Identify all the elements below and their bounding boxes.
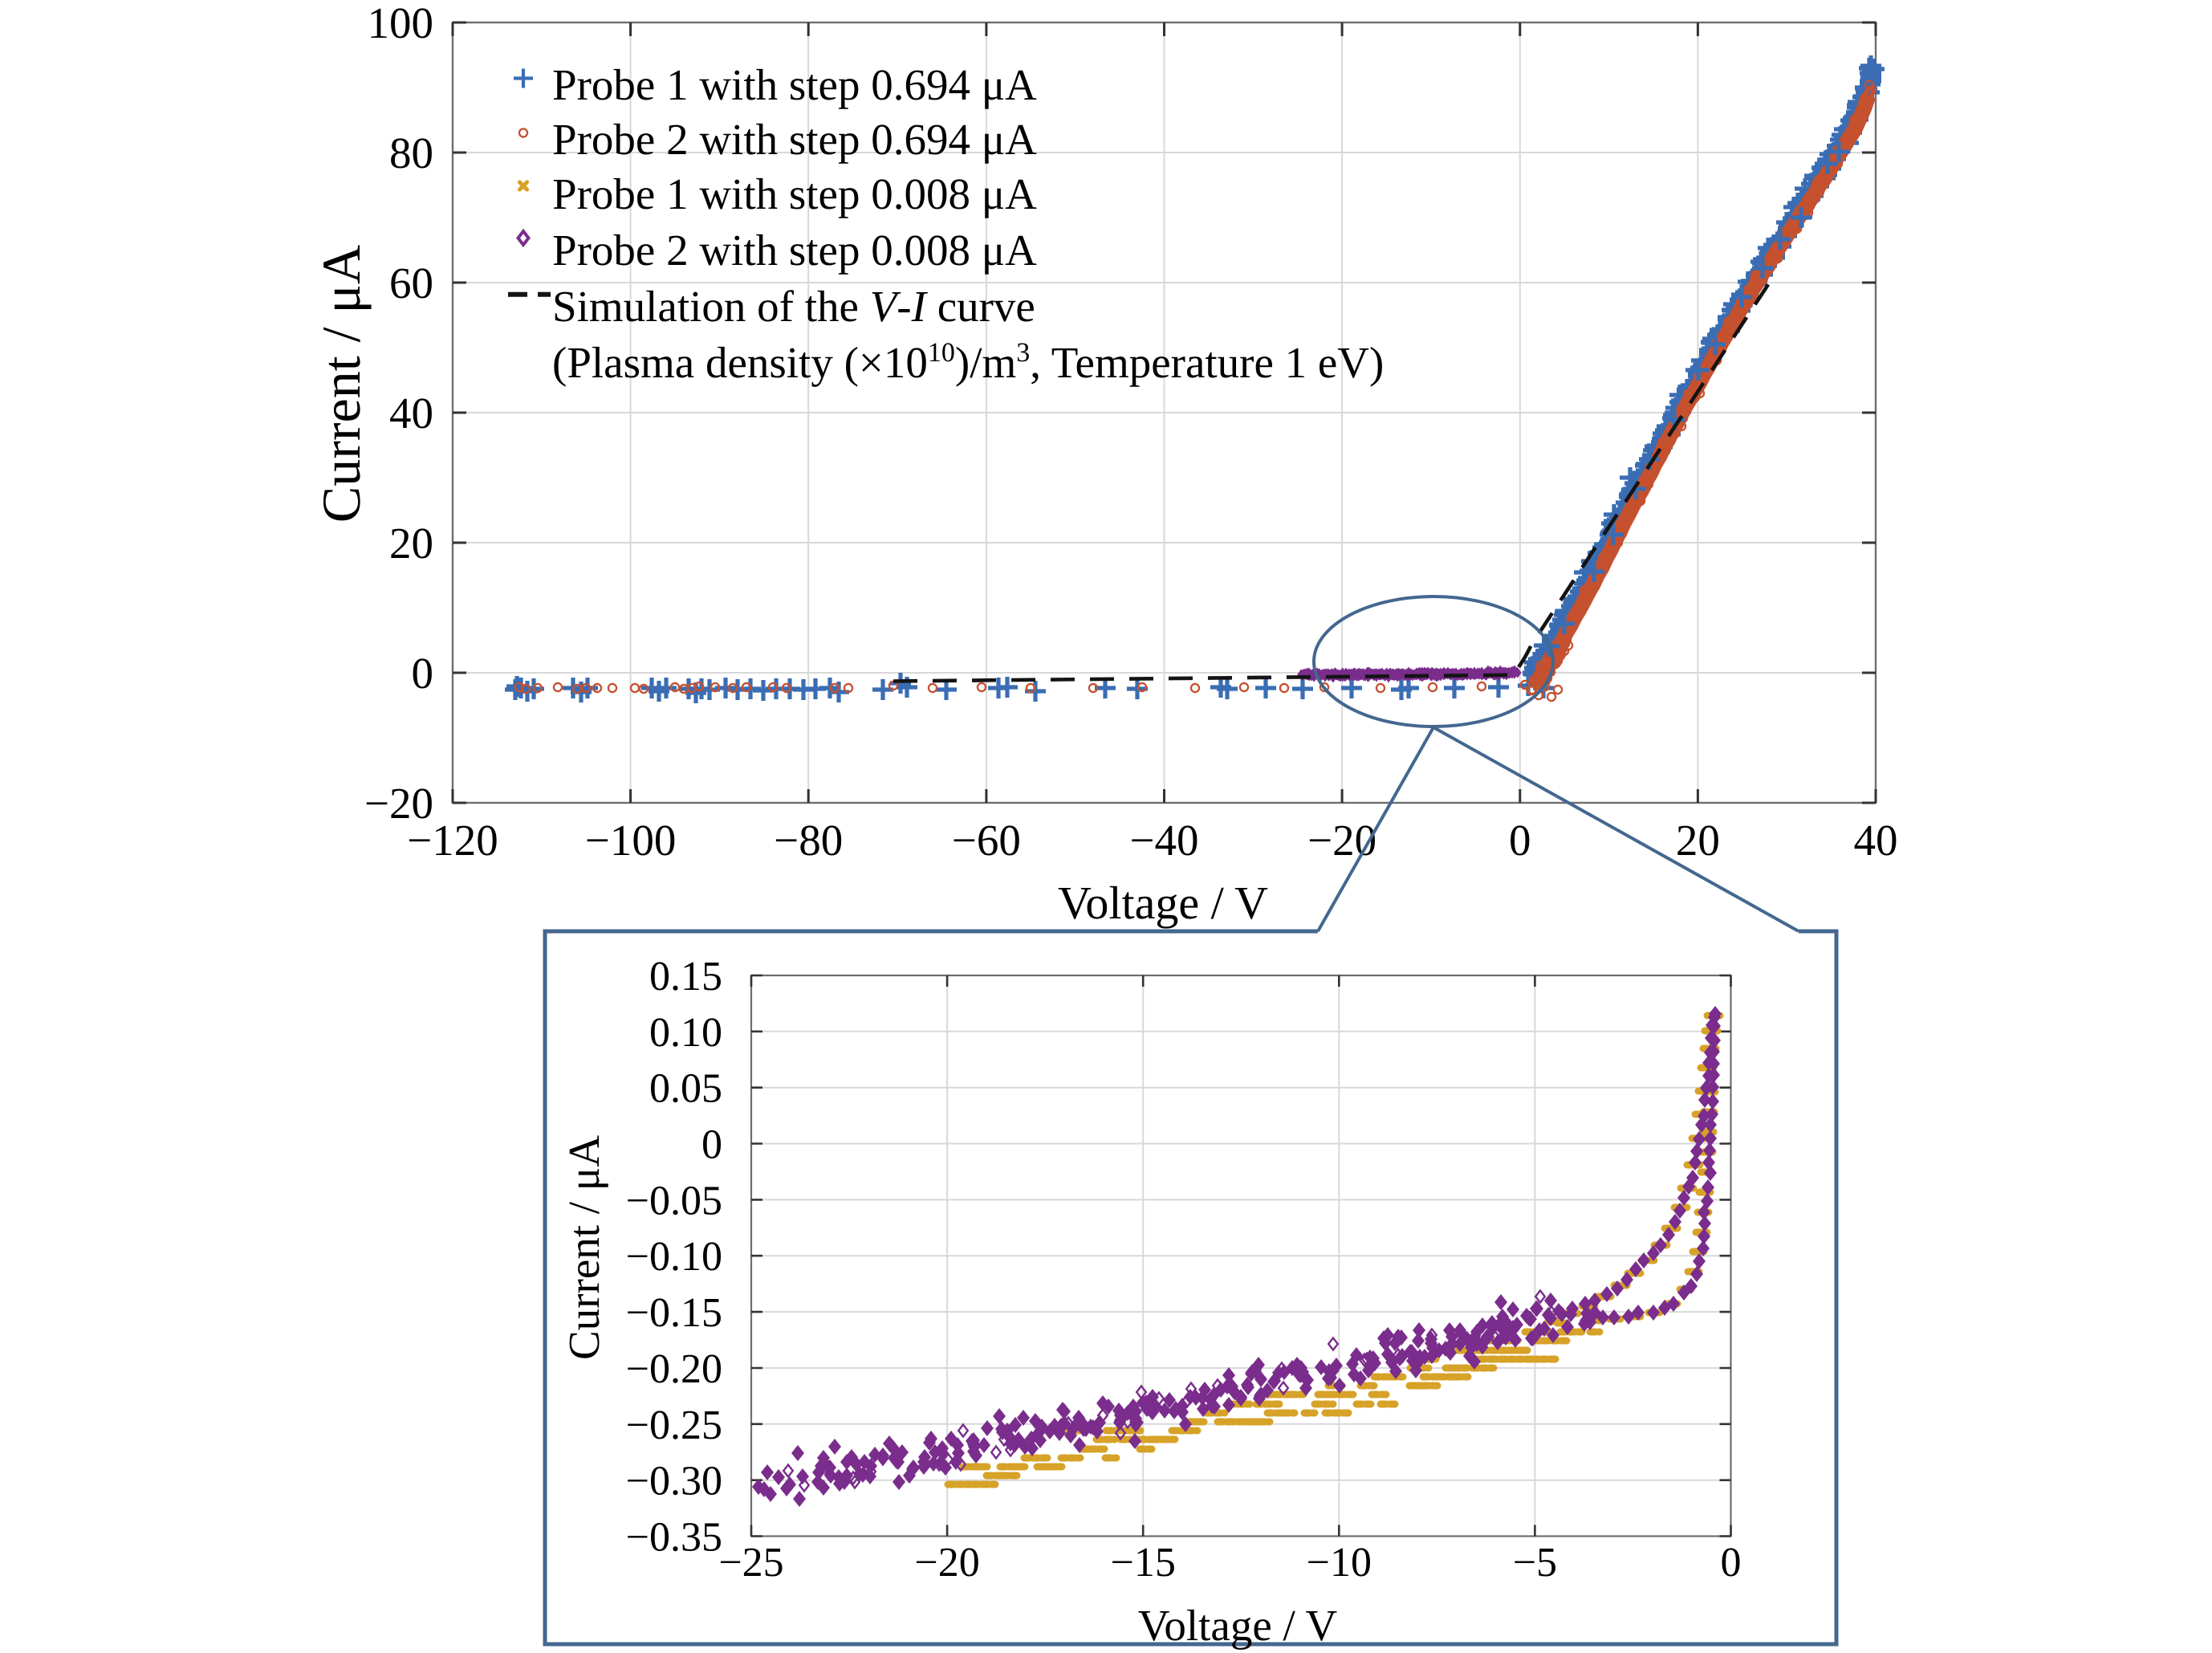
svg-text:Probe 1 with step 0.008 μA: Probe 1 with step 0.008 μA <box>552 169 1037 218</box>
svg-text:−80: −80 <box>774 816 843 865</box>
svg-text:0: 0 <box>1509 816 1531 865</box>
svg-text:Current / μA: Current / μA <box>559 1135 608 1360</box>
svg-text:−0.15: −0.15 <box>626 1290 722 1336</box>
svg-text:0: 0 <box>1721 1540 1742 1586</box>
svg-text:0: 0 <box>412 649 434 698</box>
svg-text:80: 80 <box>389 128 433 177</box>
svg-text:Voltage / V: Voltage / V <box>1058 877 1268 929</box>
svg-text:0.05: 0.05 <box>649 1066 722 1112</box>
svg-text:0: 0 <box>701 1122 722 1168</box>
svg-text:−0.35: −0.35 <box>626 1515 722 1561</box>
svg-text:−20: −20 <box>1307 816 1376 865</box>
svg-text:100: 100 <box>368 0 434 47</box>
svg-text:−0.20: −0.20 <box>626 1346 722 1392</box>
svg-text:−120: −120 <box>407 816 498 865</box>
svg-text:Simulation of the V-I curve: Simulation of the V-I curve <box>552 282 1035 331</box>
svg-text:Probe 2 with step 0.008 μA: Probe 2 with step 0.008 μA <box>552 226 1037 275</box>
svg-text:0.15: 0.15 <box>649 954 722 1000</box>
svg-text:Current / μA: Current / μA <box>311 245 372 523</box>
svg-text:−0.10: −0.10 <box>626 1234 722 1280</box>
svg-text:0.10: 0.10 <box>649 1010 722 1056</box>
svg-text:Probe 2 with step 0.694 μA: Probe 2 with step 0.694 μA <box>552 115 1037 164</box>
svg-text:−5: −5 <box>1513 1540 1557 1586</box>
svg-text:−20: −20 <box>914 1540 979 1586</box>
svg-text:−0.05: −0.05 <box>626 1178 722 1223</box>
svg-text:Voltage / V: Voltage / V <box>1138 1601 1338 1650</box>
svg-text:Probe 1 with step 0.694 μA: Probe 1 with step 0.694 μA <box>552 60 1037 109</box>
svg-text:−25: −25 <box>718 1540 783 1586</box>
svg-text:20: 20 <box>389 519 433 568</box>
svg-text:−10: −10 <box>1307 1540 1372 1586</box>
svg-text:−15: −15 <box>1111 1540 1176 1586</box>
svg-text:−40: −40 <box>1129 816 1198 865</box>
svg-text:60: 60 <box>389 259 433 307</box>
svg-text:40: 40 <box>389 389 433 438</box>
svg-text:(Plasma density (×1010)/m3, Te: (Plasma density (×1010)/m3, Temperature … <box>552 338 1384 387</box>
svg-text:−20: −20 <box>364 779 433 828</box>
svg-text:−0.25: −0.25 <box>626 1403 722 1448</box>
svg-text:−0.30: −0.30 <box>626 1459 722 1504</box>
svg-text:40: 40 <box>1854 816 1898 865</box>
svg-text:−100: −100 <box>585 816 677 865</box>
svg-text:20: 20 <box>1676 816 1720 865</box>
svg-text:−60: −60 <box>952 816 1021 865</box>
